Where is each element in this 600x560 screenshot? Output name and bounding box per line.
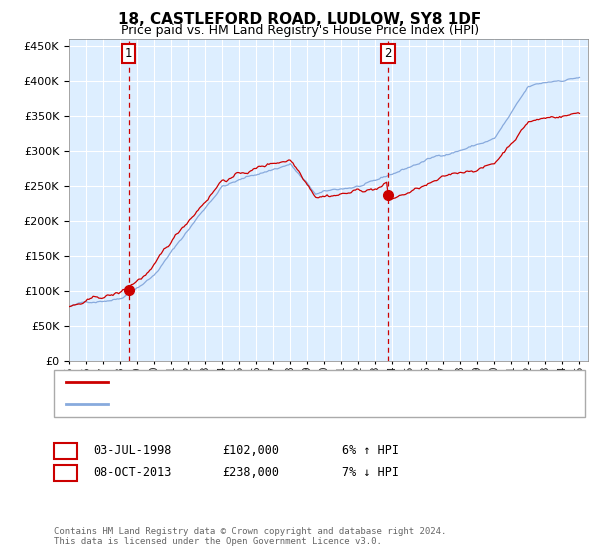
Text: 2: 2 <box>62 466 69 479</box>
Text: 1: 1 <box>125 47 133 60</box>
FancyBboxPatch shape <box>54 465 77 481</box>
Text: 18, CASTLEFORD ROAD, LUDLOW, SY8 1DF: 18, CASTLEFORD ROAD, LUDLOW, SY8 1DF <box>118 12 482 27</box>
Text: 1: 1 <box>62 444 69 457</box>
Text: 6% ↑ HPI: 6% ↑ HPI <box>342 444 399 457</box>
Text: 18, CASTLEFORD ROAD, LUDLOW, SY8 1DF (detached house): 18, CASTLEFORD ROAD, LUDLOW, SY8 1DF (de… <box>117 377 448 388</box>
Text: 2: 2 <box>385 47 392 60</box>
Text: 7% ↓ HPI: 7% ↓ HPI <box>342 466 399 479</box>
Text: Price paid vs. HM Land Registry's House Price Index (HPI): Price paid vs. HM Land Registry's House … <box>121 24 479 36</box>
FancyBboxPatch shape <box>54 443 77 459</box>
Text: 08-OCT-2013: 08-OCT-2013 <box>93 466 172 479</box>
Text: HPI: Average price, detached house, Shropshire: HPI: Average price, detached house, Shro… <box>117 399 404 409</box>
Text: 03-JUL-1998: 03-JUL-1998 <box>93 444 172 457</box>
Text: £102,000: £102,000 <box>222 444 279 457</box>
Text: £238,000: £238,000 <box>222 466 279 479</box>
Text: Contains HM Land Registry data © Crown copyright and database right 2024.
This d: Contains HM Land Registry data © Crown c… <box>54 526 446 546</box>
